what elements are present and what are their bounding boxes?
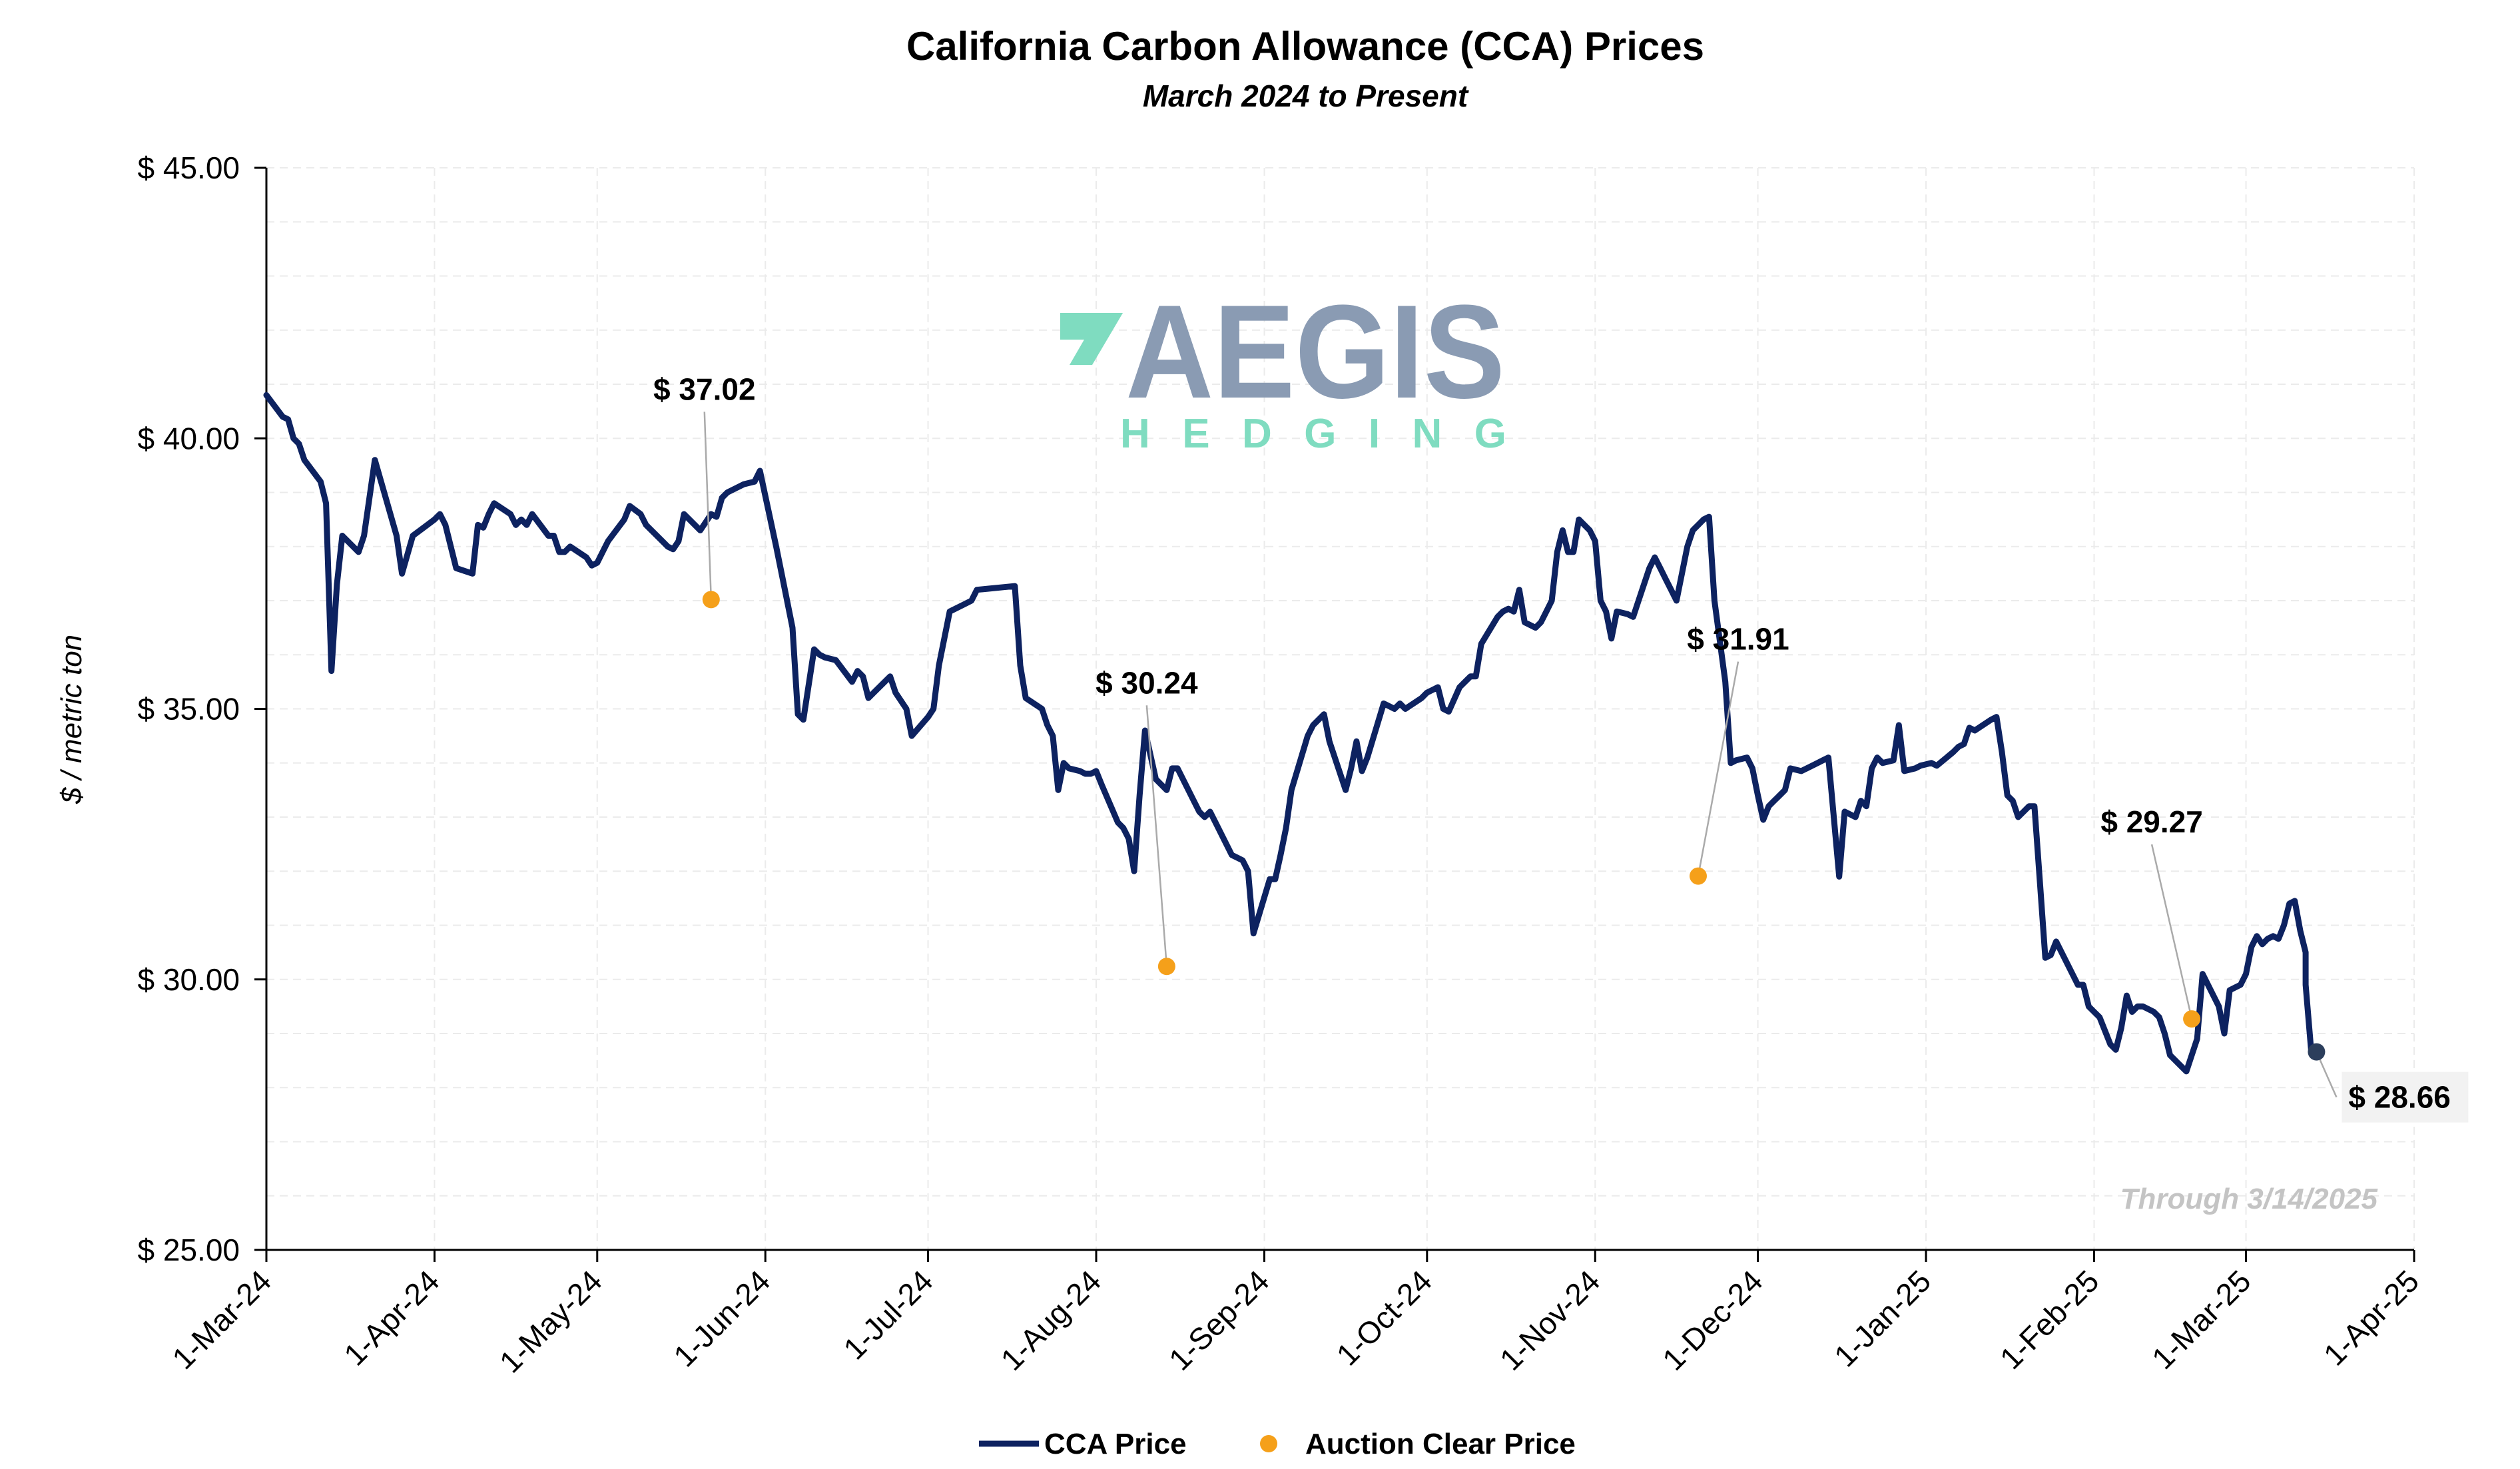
- series-cca-price-line: [263, 392, 2320, 1075]
- y-axis-ticks: $ 25.00 $ 30.00 $ 35.00 $ 40.00 $ 45.00: [138, 150, 266, 1267]
- x-tick-label: 1-Jul-24: [836, 1263, 939, 1366]
- x-tick-label: 1-Aug-24: [994, 1263, 1108, 1377]
- last-price-annotation: $ 28.66: [2308, 1043, 2469, 1123]
- legend-auction-swatch: [1260, 1435, 1277, 1452]
- aegis-hedging-logo: AEGIS HEDGING: [1060, 278, 1506, 457]
- chart-subtitle: March 2024 to Present: [1143, 79, 1469, 113]
- logo-mark-icon: [1060, 313, 1123, 365]
- chart-title: California Carbon Allowance (CCA) Prices: [906, 24, 1704, 69]
- last-price-point: [2308, 1043, 2326, 1061]
- auction-point: [702, 591, 720, 609]
- auction-point: [1157, 958, 1175, 976]
- x-tick-label: 1-Feb-25: [1993, 1263, 2106, 1376]
- callout-leader-line: [1697, 661, 1739, 876]
- callout-leader-line: [1145, 705, 1168, 967]
- x-tick-label: 1-Oct-24: [1330, 1263, 1438, 1372]
- auction-clear-points: $ 37.02 $ 30.24 $ 31.91 $ 29.27: [653, 372, 2203, 1028]
- y-tick-label: $ 25.00: [138, 1233, 240, 1267]
- y-tick-label: $ 30.00: [138, 962, 240, 997]
- x-tick-label: 1-May-24: [493, 1263, 609, 1379]
- x-tick-label: 1-Jun-24: [667, 1263, 777, 1373]
- x-axis-ticks: 1-Mar-24 1-Apr-24 1-May-24 1-Jun-24 1-Jul-24…: [165, 1250, 2425, 1379]
- auction-point-label: $ 29.27: [2100, 804, 2202, 839]
- x-tick-label: 1-Mar-25: [2145, 1263, 2258, 1376]
- callout-leader-line: [2150, 844, 2193, 1020]
- logo-name: AEGIS: [1125, 278, 1505, 426]
- auction-point: [1690, 867, 1707, 885]
- last-price-label-bg: [2342, 1071, 2469, 1123]
- y-axis-title: $ / metric ton: [55, 635, 88, 804]
- auction-point-label: $ 31.91: [1687, 622, 1789, 657]
- legend: CCA Price Auction Clear Price: [979, 1428, 1576, 1460]
- x-tick-label: 1-Nov-24: [1493, 1263, 1607, 1377]
- through-date-note: Through 3/14/2025: [2120, 1183, 2378, 1215]
- gridlines: [266, 167, 2415, 1250]
- last-price-label: $ 28.66: [2348, 1080, 2450, 1115]
- x-tick-label: 1-Apr-24: [337, 1263, 446, 1372]
- y-tick-label: $ 40.00: [138, 421, 240, 455]
- callout-leader-line: [703, 412, 713, 600]
- x-tick-label: 1-Sep-24: [1162, 1263, 1276, 1377]
- legend-auction-label: Auction Clear Price: [1305, 1428, 1576, 1460]
- x-tick-label: 1-Apr-25: [2317, 1263, 2425, 1372]
- x-tick-label: 1-Jan-25: [1827, 1263, 1937, 1373]
- x-tick-label: 1-Mar-24: [165, 1263, 278, 1376]
- x-tick-label: 1-Dec-24: [1656, 1263, 1769, 1377]
- logo-tagline: HEDGING: [1120, 411, 1506, 457]
- y-tick-label: $ 35.00: [138, 692, 240, 727]
- auction-point-label: $ 37.02: [653, 372, 755, 406]
- legend-cca-price-label: CCA Price: [1044, 1428, 1187, 1460]
- auction-point: [2183, 1010, 2201, 1028]
- y-tick-label: $ 45.00: [138, 150, 240, 185]
- auction-point-label: $ 30.24: [1096, 665, 1198, 700]
